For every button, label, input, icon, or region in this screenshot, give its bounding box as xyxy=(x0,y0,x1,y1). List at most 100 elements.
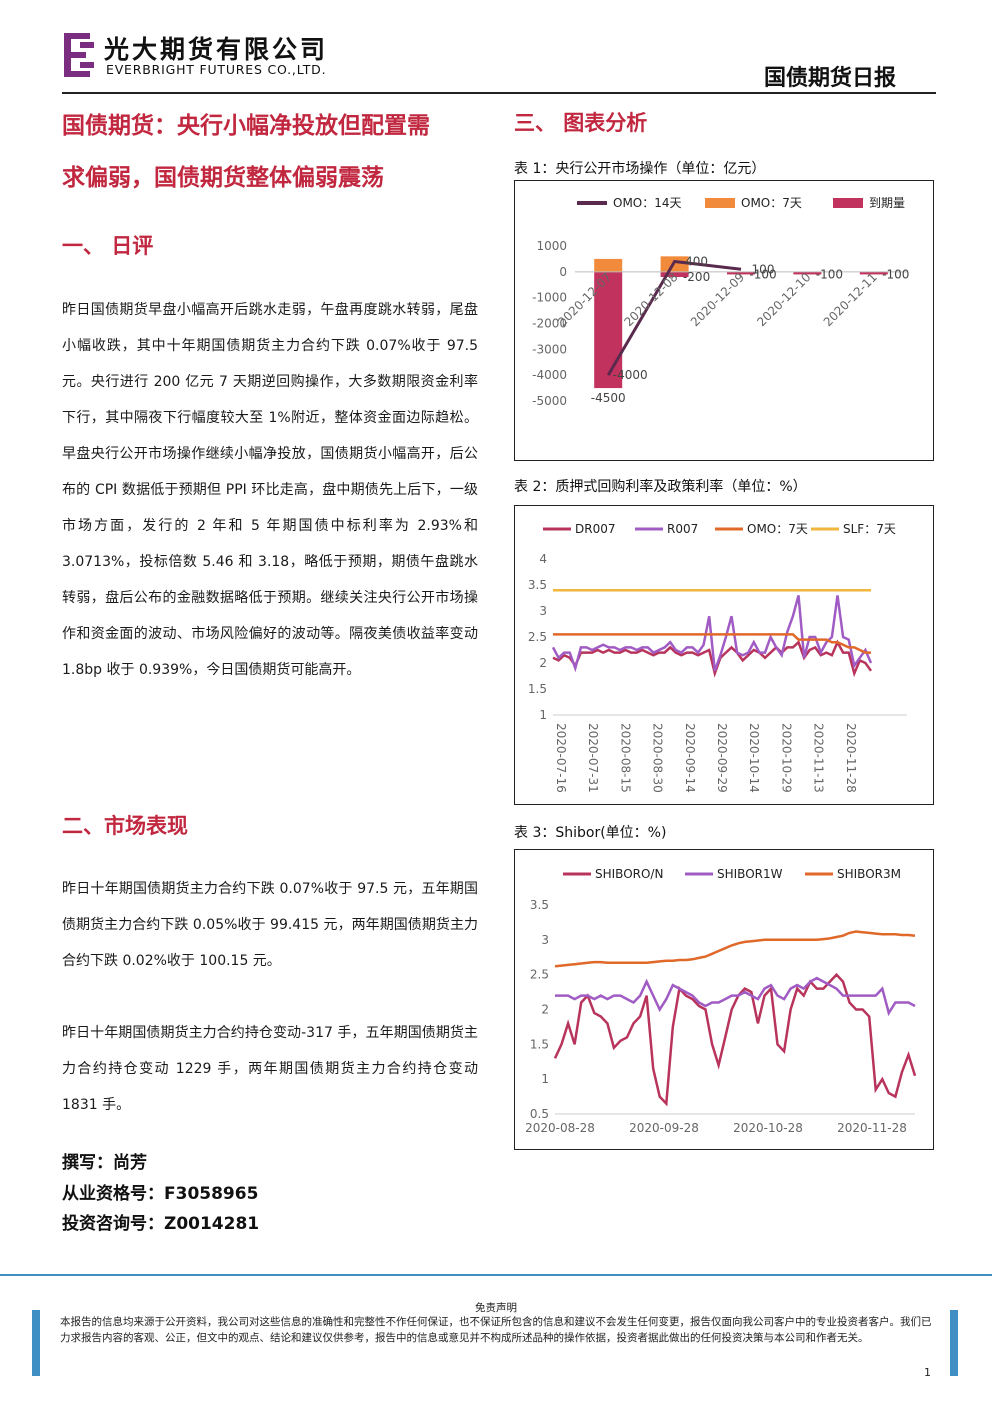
chart2-caption: 表 2：质押式回购利率及政策利率（单位：%） xyxy=(514,479,807,495)
data-label: -4500 xyxy=(591,391,626,405)
y-tick-label: 2 xyxy=(541,1003,549,1017)
author: 撰写：尚芳 xyxy=(62,1153,147,1173)
chart1-frame: 1000 0 -1000 -2000 -3000 -4000 -5000 -4000 400 10… xyxy=(514,180,934,461)
x-tick-label: 2020-07-16 xyxy=(554,723,568,793)
x-tick-label: 2020-07-31 xyxy=(586,723,600,793)
section-heading-market: 二、市场表现 xyxy=(62,814,188,838)
legend-label: 到期量 xyxy=(869,196,905,210)
y-tick-label: -4000 xyxy=(532,368,567,382)
report-type: 国债期货日报 xyxy=(764,66,897,91)
article-title-line2: 求偏弱，国债期货整体偏弱震荡 xyxy=(62,165,384,191)
market-paragraph-prices: 昨日十年期国债期货主力合约下跌 0.07%收于 97.5 元，五年期国债期货主力… xyxy=(62,881,478,969)
data-label: 400 xyxy=(685,255,708,269)
x-tick-label: 2020-10-29 xyxy=(779,723,793,793)
y-tick-label: 1.5 xyxy=(528,682,547,696)
y-tick-label: 3 xyxy=(541,933,549,947)
legend-label: SHIBOR1W xyxy=(717,867,783,881)
y-tick-label: 2.5 xyxy=(530,968,549,982)
x-tick-label: 2020-08-28 xyxy=(525,1121,595,1135)
bar-maturity xyxy=(660,271,689,277)
y-tick-label: 1 xyxy=(541,1072,549,1086)
y-tick-label: 3.5 xyxy=(530,898,549,912)
disclaimer-text: 本报告的信息均来源于公开资料，我公司对这些信息的准确性和完整性不作任何保证，也不… xyxy=(60,1316,932,1344)
series-line xyxy=(553,972,917,1107)
chart2-repo-rates: 4 3.5 3 2.5 2 1.5 1 2020-07-16 2020-07-31 2020-08… xyxy=(528,522,907,793)
footer-rule xyxy=(0,1274,992,1276)
footer-accent-left xyxy=(32,1310,40,1376)
company-logo-mark xyxy=(64,33,94,77)
y-tick-label: 0.5 xyxy=(530,1107,549,1121)
x-tick-label: 2020-12-08 xyxy=(622,270,681,329)
data-label: -100 xyxy=(816,267,843,281)
chart3-frame: 3.5 3 2.5 2 1.5 1 0.5 2020-08-28 2020-09-28 2020-… xyxy=(514,849,934,1150)
section-heading-daily-review: 一、 日评 xyxy=(62,234,154,258)
series-line xyxy=(551,595,873,673)
page-number: 1 xyxy=(924,1366,931,1379)
y-tick-label: 2 xyxy=(539,656,547,670)
series-line xyxy=(552,639,873,678)
legend-swatch xyxy=(705,198,735,208)
data-label: -100 xyxy=(749,267,776,281)
y-tick-label: 3.5 xyxy=(528,578,547,592)
x-tick-label: 2020-11-13 xyxy=(812,723,826,793)
license-number: 从业资格号：F3058965 xyxy=(62,1184,259,1204)
footer-accent-right xyxy=(950,1310,958,1376)
series-line xyxy=(555,976,916,1017)
x-tick-label: 2020-08-15 xyxy=(618,723,632,793)
x-tick-label: 2020-11-28 xyxy=(837,1121,907,1135)
line-omo14 xyxy=(606,259,742,376)
legend-label: OMO：7天 xyxy=(741,196,802,210)
data-label: -4000 xyxy=(613,368,648,382)
x-tick-label: 2020-10-14 xyxy=(747,723,761,793)
y-tick-label: 3 xyxy=(539,604,547,618)
chart3-caption: 表 3：Shibor(单位：%) xyxy=(514,825,667,841)
header-rule xyxy=(62,92,936,94)
chart1-omo-operations: 1000 0 -1000 -2000 -3000 -4000 -5000 -4000 400 10… xyxy=(532,196,909,408)
y-tick-label: 2.5 xyxy=(528,630,547,644)
legend-label: DR007 xyxy=(575,522,615,536)
y-tick-label: 1000 xyxy=(536,239,567,253)
section-heading-charts: 三、 图表分析 xyxy=(514,111,648,135)
y-tick-label: -2000 xyxy=(532,317,567,331)
company-name-cn: 光大期货有限公司 xyxy=(104,35,329,64)
legend-label: SHIBOR3M xyxy=(837,867,901,881)
legend-label: SLF：7天 xyxy=(843,522,896,536)
y-tick-label: 1.5 xyxy=(530,1037,549,1051)
legend-label: SHIBORO/N xyxy=(595,867,663,881)
bar-maturity xyxy=(859,271,888,275)
series-line xyxy=(553,633,871,654)
data-label: -200 xyxy=(683,270,710,284)
x-tick-label: 2020-11-28 xyxy=(844,723,858,793)
x-tick-label: 2020-08-30 xyxy=(651,723,665,793)
y-tick-label: 4 xyxy=(539,552,547,566)
market-paragraph-positions: 昨日十年期国债期货主力合约持仓变动-317 手，五年期国债期货主力合约持仓变动 … xyxy=(62,1025,478,1113)
y-tick-label: 1 xyxy=(539,708,547,722)
bar-maturity xyxy=(727,271,755,275)
chart2-frame: 4 3.5 3 2.5 2 1.5 1 2020-07-16 2020-07-31 2020-08… xyxy=(514,505,934,805)
chart1-caption: 表 1：央行公开市场操作（单位：亿元） xyxy=(514,161,766,177)
y-tick-label: -3000 xyxy=(532,342,567,356)
disclaimer-title: 免责声明 xyxy=(475,1302,517,1314)
x-tick-label: 2020-09-14 xyxy=(683,723,697,793)
bar-maturity xyxy=(793,271,822,275)
x-tick-label: 2020-09-28 xyxy=(629,1121,699,1135)
y-tick-label: -5000 xyxy=(532,394,567,408)
legend-swatch xyxy=(833,198,863,208)
x-tick-label: 2020-10-28 xyxy=(733,1121,803,1135)
daily-review-paragraph: 昨日国债期货早盘小幅高开后跳水走弱，午盘再度跳水转弱，尾盘小幅收跌，其中十年期国… xyxy=(62,302,478,678)
series-line xyxy=(554,930,916,968)
article-title-line1: 国债期货：央行小幅净投放但配置需 xyxy=(62,113,430,139)
legend-label: OMO：7天 xyxy=(747,522,808,536)
y-tick-label: 0 xyxy=(559,265,567,279)
x-tick-label: 2020-09-29 xyxy=(715,723,729,793)
legend-label: OMO：14天 xyxy=(613,196,682,210)
consult-number: 投资咨询号：Z0014281 xyxy=(62,1214,260,1234)
data-label: -100 xyxy=(882,267,909,281)
legend-label: R007 xyxy=(667,522,698,536)
company-name-en: EVERBRIGHT FUTURES CO.,LTD. xyxy=(106,62,327,77)
bar-maturity xyxy=(594,271,623,389)
y-tick-label: -1000 xyxy=(532,291,567,305)
bar-omo7 xyxy=(594,258,623,272)
data-label: 100 xyxy=(752,262,775,276)
